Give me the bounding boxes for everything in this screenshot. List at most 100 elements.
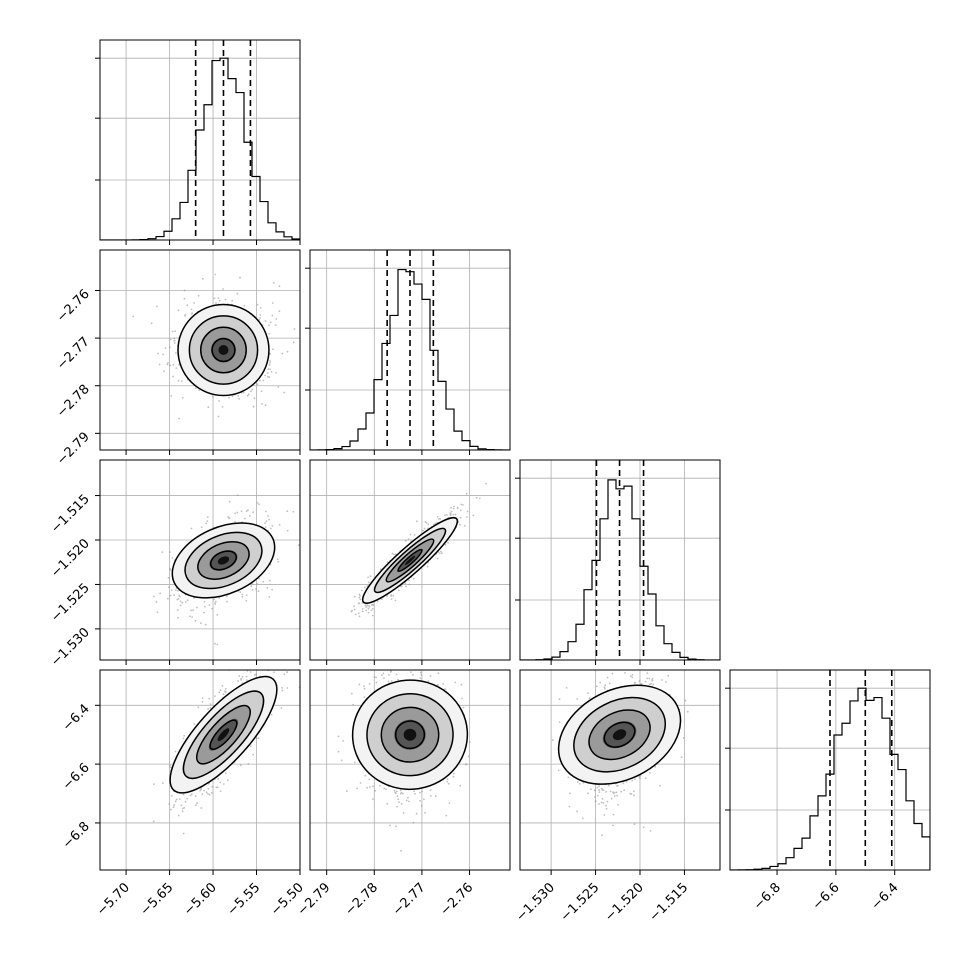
- sample-point: [255, 673, 257, 676]
- sample-point: [238, 397, 241, 400]
- sample-point: [358, 596, 361, 599]
- sample-point: [243, 304, 246, 307]
- sample-point: [402, 792, 404, 795]
- sample-point: [191, 616, 194, 618]
- sample-point: [201, 277, 204, 280]
- sample-point: [612, 813, 615, 816]
- sample-point: [363, 687, 366, 690]
- sample-point: [460, 503, 463, 506]
- sample-point: [264, 665, 266, 667]
- sample-point: [275, 666, 277, 668]
- sample-point: [361, 608, 364, 610]
- sample-point: [206, 516, 209, 518]
- panel-3-0: −6.8−6.6−6.4−5.70 −5.65 −5.60 −5.55 −5.50: [60, 657, 307, 919]
- sample-point: [252, 753, 255, 756]
- sample-point: [191, 312, 194, 315]
- sample-point: [272, 348, 274, 351]
- sample-point: [467, 755, 470, 758]
- sample-point: [258, 577, 260, 580]
- sample-point: [363, 685, 365, 688]
- sample-point: [263, 662, 265, 664]
- sample-point: [576, 781, 579, 783]
- sample-point: [390, 670, 392, 672]
- sample-point: [204, 623, 207, 626]
- sample-point: [665, 661, 667, 663]
- sample-point: [382, 672, 385, 675]
- sample-point: [181, 396, 184, 399]
- sample-point: [247, 509, 249, 511]
- sample-point: [365, 606, 368, 608]
- sample-point: [436, 516, 439, 518]
- sample-point: [196, 606, 198, 609]
- y-tick-label: −2.76: [54, 287, 93, 326]
- sample-point: [381, 598, 383, 601]
- sample-point: [152, 820, 155, 823]
- sample-point: [169, 569, 172, 571]
- sample-point: [461, 697, 463, 700]
- sample-point: [472, 514, 475, 517]
- sample-point: [354, 613, 357, 616]
- sample-point: [447, 782, 450, 785]
- sample-point: [215, 302, 217, 304]
- sample-point: [224, 691, 227, 694]
- sample-point: [207, 708, 210, 710]
- sample-point: [646, 672, 649, 675]
- sample-point: [392, 594, 395, 597]
- sample-point: [186, 797, 189, 800]
- sample-point: [286, 671, 289, 673]
- sample-point: [259, 379, 261, 382]
- sample-point: [405, 585, 407, 588]
- sample-point: [156, 611, 159, 614]
- contour-line: [361, 516, 459, 604]
- sample-point: [240, 677, 243, 680]
- sample-point: [201, 697, 204, 699]
- sample-point: [594, 800, 597, 803]
- sample-point: [631, 676, 634, 679]
- sample-point: [453, 505, 455, 508]
- sample-point: [404, 582, 407, 585]
- sample-point: [358, 615, 361, 618]
- contour-line: [380, 706, 440, 763]
- density-shade: [217, 728, 230, 742]
- sample-point: [170, 808, 172, 811]
- sample-point: [459, 523, 461, 526]
- sample-point: [367, 581, 370, 584]
- sample-point: [249, 671, 252, 673]
- sample-point: [204, 605, 206, 608]
- sample-point: [132, 315, 135, 318]
- panel-frame: [99, 669, 301, 871]
- sample-point: [193, 302, 196, 304]
- sample-point: [384, 656, 386, 658]
- sample-point: [286, 687, 289, 689]
- sample-point: [162, 353, 165, 356]
- sample-point: [465, 492, 468, 495]
- sample-point: [208, 697, 211, 700]
- sample-point: [686, 710, 689, 713]
- sample-point: [412, 577, 415, 580]
- sample-point: [277, 386, 280, 388]
- sample-point: [167, 576, 170, 579]
- y-tick-label: −1.530: [48, 625, 93, 670]
- sample-point: [340, 759, 343, 762]
- sample-point: [266, 664, 268, 666]
- sample-point: [177, 590, 179, 592]
- sample-point: [423, 527, 426, 530]
- sample-point: [388, 662, 390, 664]
- sample-point: [227, 516, 230, 518]
- sample-point: [367, 576, 369, 579]
- sample-point: [419, 671, 422, 674]
- sample-point: [369, 575, 372, 578]
- sample-point: [246, 657, 248, 659]
- sample-point: [617, 803, 619, 806]
- sample-point: [576, 698, 579, 700]
- sample-point: [414, 793, 416, 795]
- sample-point: [158, 363, 161, 366]
- sample-point: [150, 322, 153, 325]
- sample-point: [245, 600, 248, 602]
- sample-point: [364, 586, 366, 589]
- sample-point: [226, 666, 228, 668]
- sample-point: [216, 786, 219, 789]
- contour-line: [394, 720, 426, 750]
- sample-point: [357, 612, 360, 615]
- sample-point: [259, 307, 262, 309]
